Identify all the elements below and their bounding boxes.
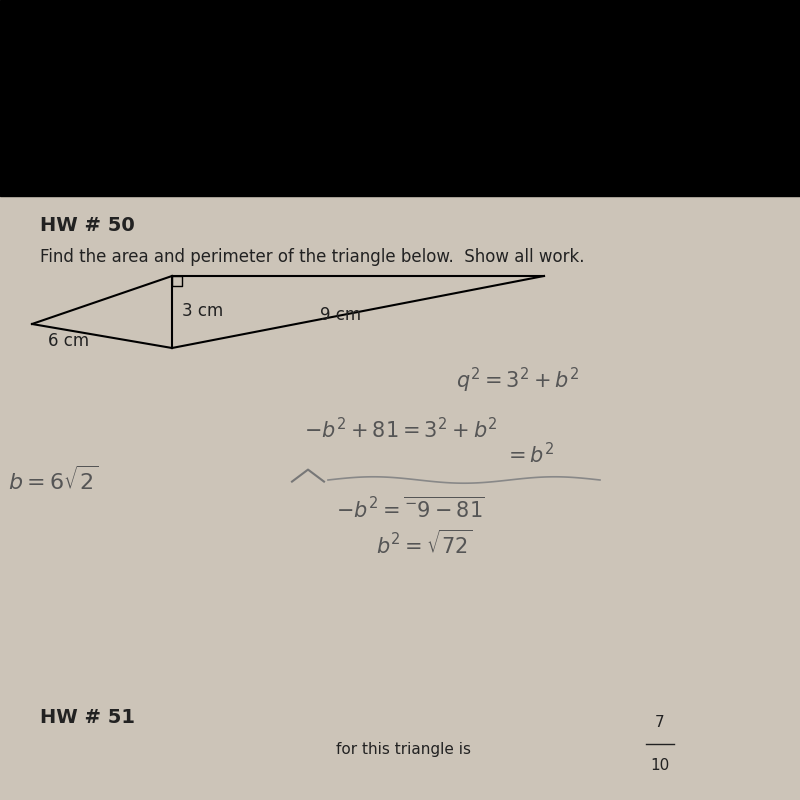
Text: $= b^2$: $= b^2$ [504, 442, 554, 467]
Text: $-b^2 = \overline{^{-}9 - 81}$: $-b^2 = \overline{^{-}9 - 81}$ [336, 497, 484, 522]
Text: Find the area and perimeter of the triangle below.  Show all work.: Find the area and perimeter of the trian… [40, 248, 585, 266]
Text: 9 cm: 9 cm [320, 306, 361, 325]
Text: for this triangle is: for this triangle is [336, 742, 471, 757]
Text: HW # 50: HW # 50 [40, 216, 134, 235]
Text: HW # 51: HW # 51 [40, 708, 135, 727]
Text: $b^2 = \sqrt{72}$: $b^2 = \sqrt{72}$ [376, 530, 473, 558]
Bar [0, 0, 800, 196]
Bar [0, 196, 800, 800]
Text: 3 cm: 3 cm [182, 302, 224, 319]
Text: $b = 6\sqrt{2}$: $b = 6\sqrt{2}$ [8, 466, 98, 494]
Text: 7: 7 [655, 714, 665, 730]
Text: 6 cm: 6 cm [48, 332, 89, 350]
Text: $q^2 = 3^2 + b^2$: $q^2 = 3^2 + b^2$ [456, 366, 579, 394]
Text: $-b^2 + 81 = 3^2 + b^2$: $-b^2 + 81 = 3^2 + b^2$ [304, 417, 498, 442]
Text: 10: 10 [650, 758, 670, 774]
